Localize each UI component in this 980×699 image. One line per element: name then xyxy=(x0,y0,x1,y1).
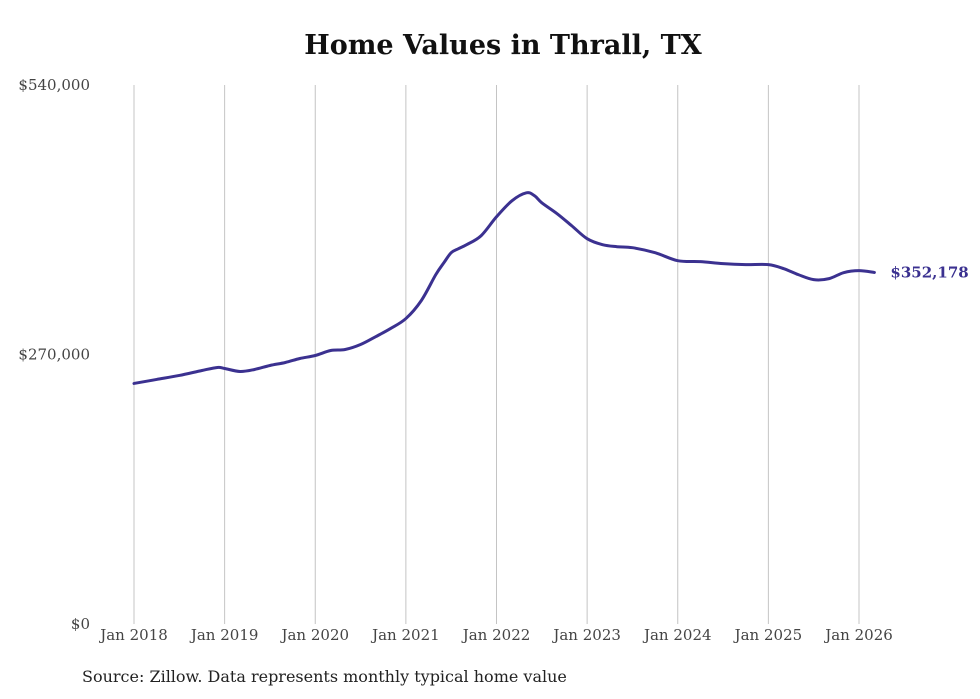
x-tick-label: Jan 2019 xyxy=(189,626,259,644)
data-point xyxy=(586,237,589,240)
data-point xyxy=(556,212,559,215)
data-point xyxy=(344,348,347,351)
data-point xyxy=(812,278,815,281)
x-tick-label: Jan 2026 xyxy=(823,626,893,644)
data-point xyxy=(465,243,468,246)
data-point xyxy=(284,361,287,364)
data-point xyxy=(389,327,392,330)
data-point xyxy=(450,251,453,254)
series-line-home-value xyxy=(132,191,876,385)
data-point xyxy=(239,370,242,373)
data-point xyxy=(767,263,770,266)
x-tick-label: Jan 2021 xyxy=(370,626,440,644)
data-point xyxy=(404,317,407,320)
source-note: Source: Zillow. Data represents monthly … xyxy=(82,667,567,686)
data-point xyxy=(298,357,301,360)
data-point xyxy=(782,267,785,270)
y-tick-label: $270,000 xyxy=(18,346,90,364)
data-point xyxy=(858,269,861,272)
data-point xyxy=(442,261,445,264)
x-tick-label: Jan 2022 xyxy=(461,626,531,644)
y-tick-label: $0 xyxy=(71,615,90,633)
data-point xyxy=(699,260,702,263)
data-point xyxy=(457,247,460,250)
data-point xyxy=(828,277,831,280)
data-point xyxy=(654,251,657,254)
data-point xyxy=(873,271,876,274)
x-tick-label: Jan 2020 xyxy=(279,626,349,644)
data-point xyxy=(434,273,437,276)
data-point xyxy=(601,243,604,246)
x-axis-ticks: Jan 2018 Jan 2019 Jan 2020 Jan 2021 Jan 2022… xyxy=(98,626,893,644)
x-tick-label: Jan 2023 xyxy=(551,626,621,644)
grid-lines xyxy=(133,85,860,624)
y-tick-label: $540,000 xyxy=(18,76,90,94)
data-point xyxy=(329,349,332,352)
chart-title: Home Values in Thrall, TX xyxy=(304,30,702,61)
data-point xyxy=(268,364,271,367)
data-point xyxy=(495,215,498,218)
data-point xyxy=(155,378,158,381)
data-point xyxy=(253,368,256,371)
data-point xyxy=(420,299,423,302)
data-point xyxy=(200,369,203,372)
data-point xyxy=(797,273,800,276)
data-point xyxy=(616,245,619,248)
data-point xyxy=(525,191,528,194)
data-point xyxy=(314,354,317,357)
data-point xyxy=(540,201,543,204)
end-value-label: $352,178 xyxy=(890,263,968,281)
series-layer: $352,178 xyxy=(132,191,969,385)
data-point xyxy=(744,263,747,266)
x-tick-label: Jan 2025 xyxy=(733,626,803,644)
data-point xyxy=(178,374,181,377)
data-point xyxy=(722,262,725,265)
x-tick-label: Jan 2018 xyxy=(98,626,168,644)
y-axis-ticks: $0 $270,000 $540,000 xyxy=(18,76,90,633)
data-point xyxy=(223,367,226,370)
data-point xyxy=(216,366,219,369)
data-point xyxy=(359,343,362,346)
x-tick-label: Jan 2024 xyxy=(642,626,712,644)
data-point xyxy=(842,271,845,274)
data-point xyxy=(533,194,536,197)
data-point xyxy=(570,224,573,227)
data-point xyxy=(631,246,634,249)
data-point xyxy=(133,382,136,385)
data-point xyxy=(374,335,377,338)
data-point xyxy=(676,259,679,262)
data-point xyxy=(510,199,513,202)
data-point xyxy=(480,234,483,237)
